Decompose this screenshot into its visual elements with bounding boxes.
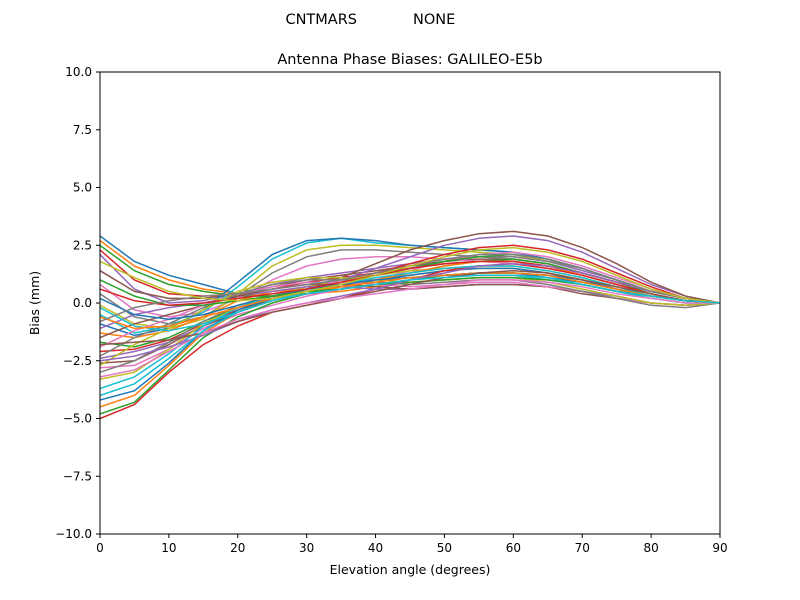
x-tick-label: 90 <box>712 541 727 555</box>
y-axis-label: Bias (mm) <box>27 271 42 335</box>
x-tick-label: 10 <box>161 541 176 555</box>
series-line-32 <box>100 272 720 330</box>
x-tick-label: 20 <box>230 541 245 555</box>
x-tick-label: 50 <box>437 541 452 555</box>
y-tick-label: 0.0 <box>73 296 92 310</box>
x-tick-label: 40 <box>368 541 383 555</box>
y-tick-label: −7.5 <box>63 469 92 483</box>
x-axis: 0 10 20 30 40 50 60 70 80 90 <box>96 534 728 555</box>
y-tick-label: 7.5 <box>73 123 92 137</box>
x-tick-label: 60 <box>506 541 521 555</box>
chart-title: Antenna Phase Biases: GALILEO-E5b <box>277 52 542 68</box>
series-layer <box>100 230 720 420</box>
y-axis: −10.0 −7.5 −5.0 −2.5 0.0 2.5 5.0 7.5 10.0 <box>55 65 100 541</box>
suptitle-left: CNTMARS <box>285 12 357 28</box>
series-line-37 <box>100 279 720 378</box>
series-line-39 <box>100 246 720 304</box>
y-tick-label: 10.0 <box>65 65 92 79</box>
y-tick-label: −2.5 <box>63 354 92 368</box>
suptitle-right: NONE <box>413 12 455 28</box>
y-tick-label: −5.0 <box>63 412 92 426</box>
y-tick-label: 5.0 <box>73 181 92 195</box>
y-tick-label: 2.5 <box>73 238 92 252</box>
series-line-40 <box>100 274 720 397</box>
x-tick-label: 70 <box>575 541 590 555</box>
x-tick-label: 0 <box>96 541 104 555</box>
x-axis-label: Elevation angle (degrees) <box>330 562 491 577</box>
x-tick-label: 30 <box>299 541 314 555</box>
y-tick-label: −10.0 <box>55 527 92 541</box>
x-tick-label: 80 <box>643 541 658 555</box>
